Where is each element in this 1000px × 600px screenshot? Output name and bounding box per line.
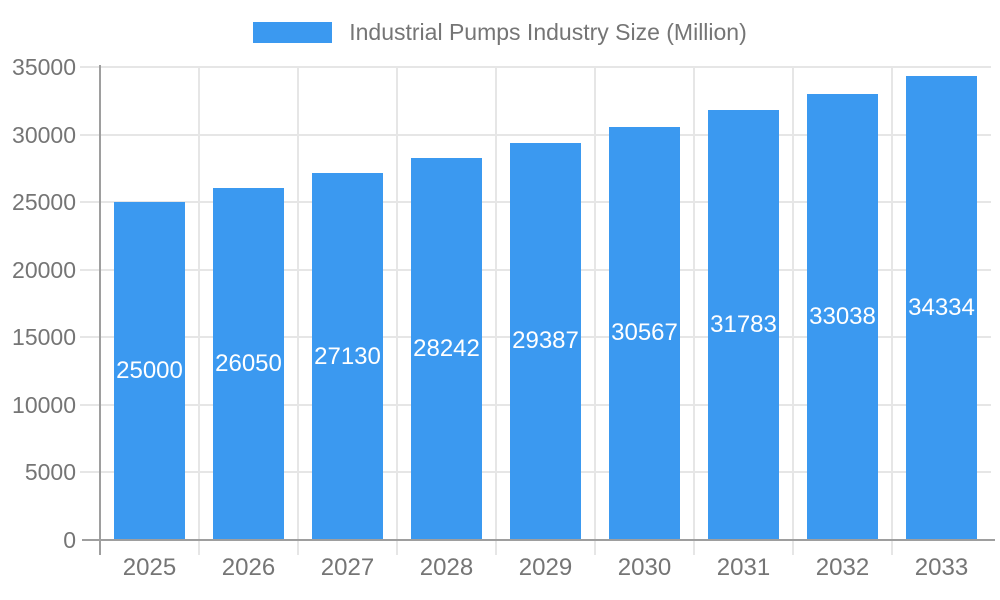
bar[interactable]: 34334: [906, 76, 977, 540]
legend-swatch: [253, 22, 333, 43]
bar-value-annotation: 28242: [413, 335, 480, 363]
bar-value-annotation: 33038: [809, 302, 876, 330]
y-axis-tick: [80, 403, 100, 406]
x-tick-label: 2030: [617, 554, 672, 581]
bar-value-annotation: 26050: [215, 349, 282, 377]
y-axis-tick: [80, 336, 100, 339]
gridline-vertical: [891, 67, 893, 555]
bar-value-annotation: 25000: [116, 357, 183, 385]
y-tick-label: 35000: [12, 54, 76, 80]
bar[interactable]: 29387: [510, 142, 581, 540]
legend: Industrial Pumps Industry Size (Million): [0, 20, 1000, 45]
x-axis-baseline: [82, 539, 995, 541]
legend-label: Industrial Pumps Industry Size (Million): [349, 19, 747, 45]
gridline-vertical: [693, 67, 695, 555]
y-tick-label: 15000: [12, 324, 76, 351]
y-tick-label: 0: [63, 527, 76, 553]
bar-value-annotation: 31783: [710, 311, 777, 339]
x-tick-label: 2033: [914, 554, 969, 581]
bar-value-annotation: 30567: [611, 319, 678, 347]
gridline-vertical: [495, 67, 497, 555]
bar[interactable]: 31783: [708, 110, 779, 540]
y-axis-tick: [80, 471, 100, 474]
x-tick-label: 2031: [716, 554, 771, 581]
gridline-vertical: [396, 67, 398, 555]
bar[interactable]: 26050: [213, 187, 284, 540]
y-tick-label: 10000: [12, 391, 76, 418]
x-tick-label: 2029: [518, 554, 573, 581]
bar[interactable]: 27130: [312, 173, 383, 540]
bar[interactable]: 25000: [114, 202, 185, 540]
gridline-horizontal: [100, 133, 991, 136]
x-tick-label: 2027: [320, 554, 375, 581]
y-axis-tick: [80, 268, 100, 271]
x-tick-label: 2028: [419, 554, 474, 581]
x-tick-label: 2032: [815, 554, 870, 581]
y-tick-label: 30000: [12, 121, 76, 148]
x-tick-label: 2025: [122, 554, 177, 581]
gridline-vertical: [792, 67, 794, 555]
gridline-vertical: [297, 67, 299, 555]
y-axis-line: [99, 65, 101, 555]
y-axis-tick: [80, 201, 100, 204]
bar[interactable]: 30567: [609, 126, 680, 540]
y-axis-tick: [80, 66, 100, 68]
bar-value-annotation: 34334: [908, 293, 975, 321]
y-tick-label: 20000: [12, 256, 76, 283]
gridline-vertical: [198, 67, 200, 555]
y-tick-label: 25000: [12, 189, 76, 216]
gridline-vertical: [594, 67, 596, 555]
gridline-horizontal: [100, 66, 991, 68]
bar-value-annotation: 29387: [512, 327, 579, 355]
y-axis-tick: [80, 133, 100, 136]
y-tick-label: 5000: [24, 459, 76, 486]
x-tick-label: 2026: [221, 554, 276, 581]
bar[interactable]: 33038: [807, 93, 878, 540]
bar-value-annotation: 27130: [314, 342, 381, 370]
bar[interactable]: 28242: [411, 158, 482, 540]
